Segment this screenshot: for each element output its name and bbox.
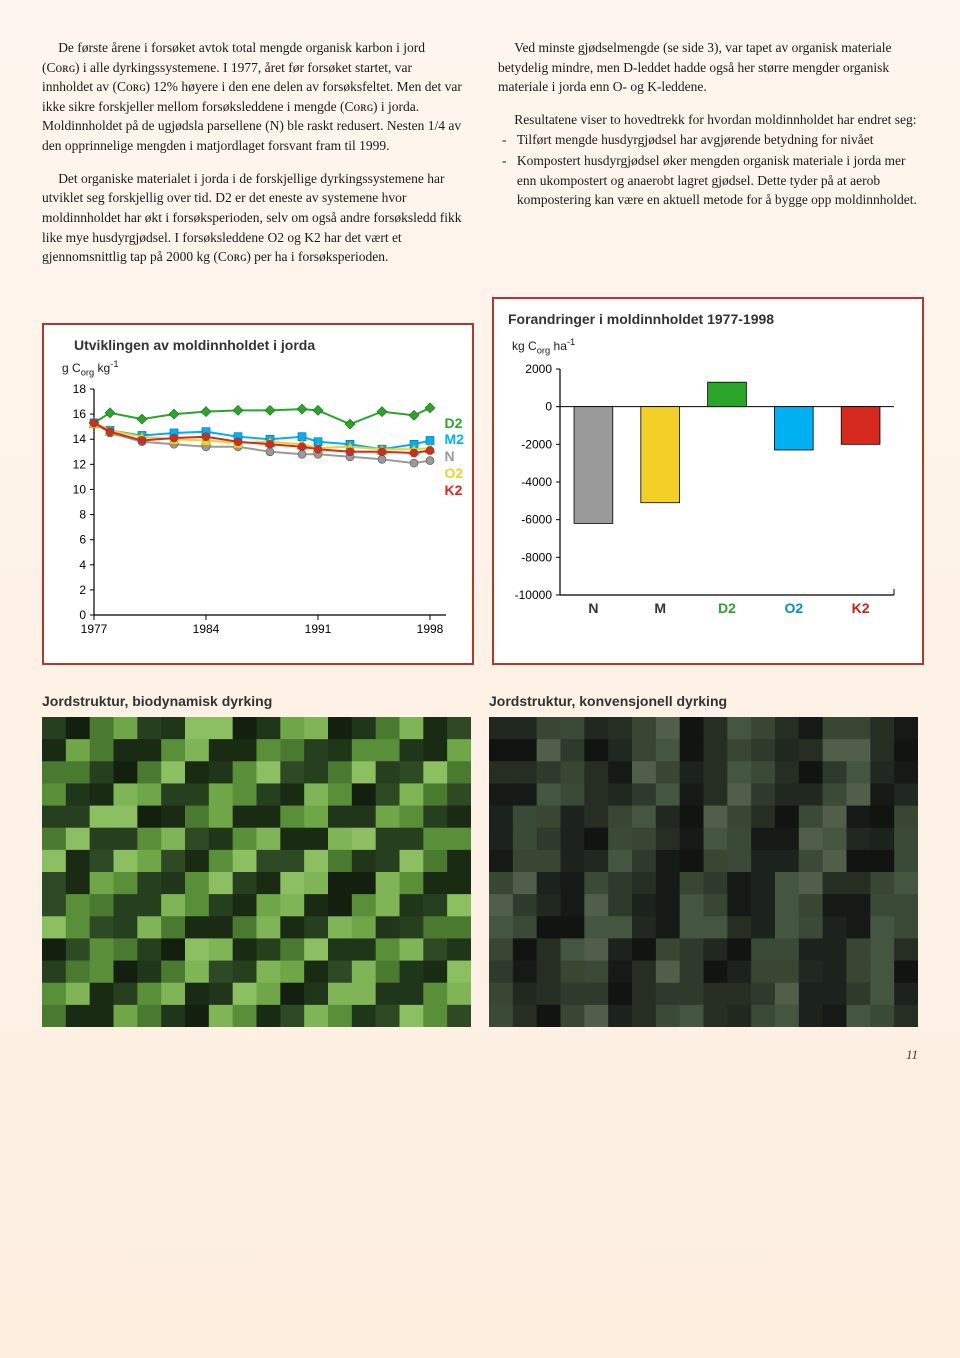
right-para-2: Resultatene viser to hovedtrekk for hvor… [498, 110, 918, 130]
svg-text:18: 18 [73, 383, 87, 396]
charts-row: Utviklingen av moldinnholdet i jorda g C… [42, 297, 918, 665]
right-bullets: Tilført mengde husdyrgjødsel har avgjøre… [498, 130, 918, 210]
text-columns: De første årene i forsøket avtok total m… [42, 38, 918, 267]
svg-text:1998: 1998 [417, 622, 444, 636]
bar-chart-title: Forandringer i moldinnholdet 1977-1998 [508, 311, 908, 327]
svg-text:1984: 1984 [193, 622, 220, 636]
bar-chart-frame: Forandringer i moldinnholdet 1977-1998 k… [492, 297, 924, 665]
page-number: 11 [42, 1047, 918, 1063]
svg-text:14: 14 [73, 432, 87, 446]
svg-text:D2: D2 [718, 600, 736, 616]
line-chart-ylabel: g Corg kg-1 [62, 359, 458, 377]
svg-text:N: N [588, 600, 598, 616]
left-column: De første årene i forsøket avtok total m… [42, 38, 462, 267]
line-legend: D2M2NO2K2 [445, 415, 464, 499]
svg-text:8: 8 [79, 508, 86, 522]
svg-text:-4000: -4000 [521, 475, 552, 489]
svg-text:16: 16 [73, 407, 87, 421]
photo-right-block: Jordstruktur, konvensjonell dyrking [489, 693, 918, 1027]
line-chart-wrapper: Utviklingen av moldinnholdet i jorda g C… [42, 297, 474, 665]
photos-row: Jordstruktur, biodynamisk dyrking Jordst… [42, 693, 918, 1027]
svg-text:4: 4 [79, 558, 86, 572]
svg-text:O2: O2 [784, 600, 803, 616]
svg-text:2000: 2000 [525, 362, 552, 376]
svg-text:K2: K2 [852, 600, 870, 616]
svg-text:12: 12 [73, 457, 87, 471]
right-bullet-1: Tilført mengde husdyrgjødsel har avgjøre… [517, 130, 918, 150]
photo-right-caption: Jordstruktur, konvensjonell dyrking [489, 693, 918, 709]
svg-text:2: 2 [79, 583, 86, 597]
bar-chart-ylabel: kg Corg ha-1 [512, 337, 908, 355]
line-chart-frame: Utviklingen av moldinnholdet i jorda g C… [42, 323, 474, 665]
photo-left [42, 717, 471, 1027]
svg-text:10: 10 [73, 483, 87, 497]
line-chart-title: Utviklingen av moldinnholdet i jorda [58, 337, 458, 353]
svg-text:1991: 1991 [305, 622, 332, 636]
svg-text:6: 6 [79, 533, 86, 547]
left-para-2: Det organiske materialet i jorda i de fo… [42, 169, 462, 267]
photo-left-caption: Jordstruktur, biodynamisk dyrking [42, 693, 471, 709]
svg-text:-8000: -8000 [521, 550, 552, 564]
right-column: Ved minste gjødselmengde (se side 3), va… [498, 38, 918, 267]
svg-text:0: 0 [79, 608, 86, 622]
svg-text:0: 0 [545, 400, 552, 414]
right-bullet-2: Kompostert husdyrgjødsel øker mengden or… [517, 151, 918, 210]
right-para-1: Ved minste gjødselmengde (se side 3), va… [498, 38, 918, 97]
bar-chart-svg: 2000 0 -2000 -4000 -6000 -8000 -10000 N M D2 O2 K2 [508, 361, 908, 621]
svg-text:M: M [654, 600, 666, 616]
line-chart-svg: 0 2 4 6 8 10 12 14 16 18 1977 1984 1991 1998 [58, 383, 458, 643]
svg-text:-2000: -2000 [521, 437, 552, 451]
photo-right [489, 717, 918, 1027]
bar-chart-wrapper: Forandringer i moldinnholdet 1977-1998 k… [492, 297, 924, 665]
photo-left-block: Jordstruktur, biodynamisk dyrking [42, 693, 471, 1027]
svg-text:-10000: -10000 [515, 588, 553, 602]
left-para-1: De første årene i forsøket avtok total m… [42, 38, 462, 155]
svg-text:1977: 1977 [81, 622, 108, 636]
svg-text:-6000: -6000 [521, 513, 552, 527]
